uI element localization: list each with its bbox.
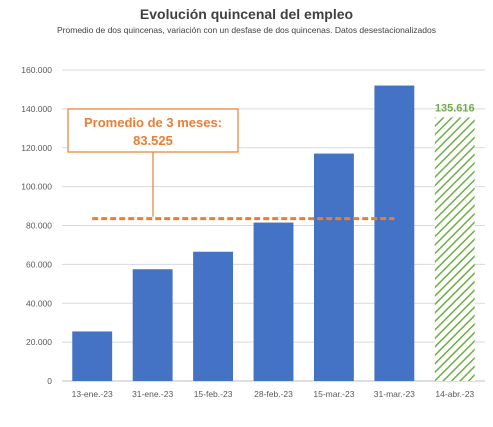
chart-subtitle: Promedio de dos quincenas, variación con… xyxy=(57,25,436,35)
bar-projection xyxy=(434,117,475,382)
annotation-value: 83.525 xyxy=(133,133,173,148)
bar xyxy=(374,85,415,382)
x-tick-label: 28-feb.-23 xyxy=(254,389,293,399)
x-tick-label: 15-feb.-23 xyxy=(194,389,233,399)
bar xyxy=(72,331,113,381)
y-tick-label: 0 xyxy=(47,376,52,386)
reference-layer: Promedio de 3 meses: 83.525 xyxy=(67,108,395,221)
x-tick-label: 15-mar.-23 xyxy=(313,389,354,399)
x-tick-label: 31-mar.-23 xyxy=(374,389,415,399)
bar xyxy=(253,222,294,381)
y-tick-label: 160.000 xyxy=(21,65,52,75)
bar xyxy=(313,153,354,381)
data-label: 135.616 xyxy=(435,102,475,114)
y-tick-label: 120.000 xyxy=(21,143,52,153)
y-tick-label: 20.000 xyxy=(26,337,52,347)
y-tick-label: 140.000 xyxy=(21,104,52,114)
y-tick-label: 100.000 xyxy=(21,182,52,192)
annotation-label: Promedio de 3 meses: xyxy=(84,115,222,130)
y-tick-label: 80.000 xyxy=(26,221,52,231)
x-tick-label: 13-ene.-23 xyxy=(72,389,113,399)
bars xyxy=(72,85,475,382)
labels: 0 20.000 40.000 60.000 80.000 100.000 120.000 1… xyxy=(21,65,474,399)
x-tick-label: 14-abr.-23 xyxy=(435,389,474,399)
bar xyxy=(193,251,234,381)
chart-title: Evolución quincenal del empleo xyxy=(139,6,354,22)
bar xyxy=(132,269,173,381)
x-tick-label: 31-ene.-23 xyxy=(132,389,173,399)
y-tick-label: 60.000 xyxy=(26,259,52,269)
y-tick-label: 40.000 xyxy=(26,298,52,308)
